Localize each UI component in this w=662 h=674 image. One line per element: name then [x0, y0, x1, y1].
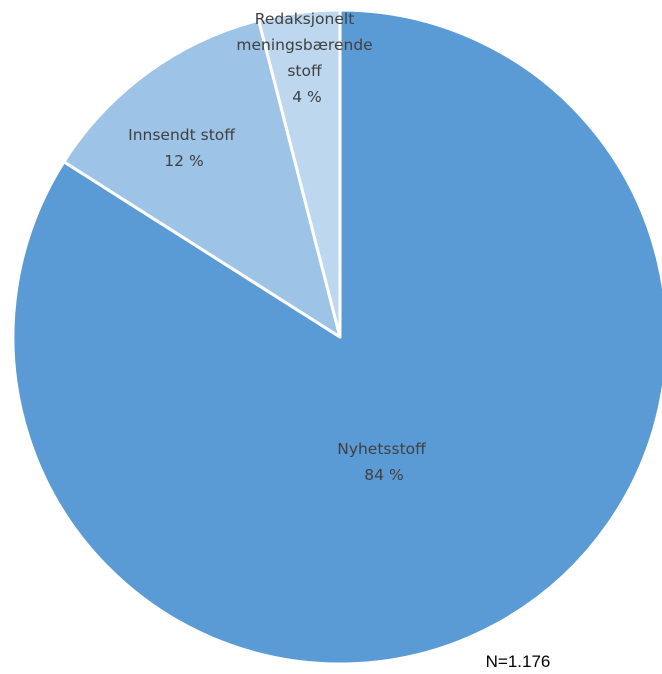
slice-label-nyhetsstoff: Nyhetsstoff 84 % [337, 440, 431, 484]
slice-value-nyhetsstoff: 84 % [364, 466, 403, 484]
slice-name-nyhetsstoff: Nyhetsstoff [337, 440, 426, 458]
slice-name-redaksjonelt-line2: meningsbærende [236, 36, 372, 54]
slice-name-redaksjonelt-line3: stoff [287, 62, 322, 80]
pie-slices [11, 8, 662, 666]
slice-name-innsendt-stoff: Innsendt stoff [128, 126, 235, 144]
slice-label-redaksjonelt: Redaksjonelt meningsbærende stoff 4 % [236, 10, 377, 106]
slice-value-innsendt-stoff: 12 % [164, 152, 203, 170]
slice-label-innsendt-stoff: Innsendt stoff 12 % [128, 126, 240, 170]
slice-value-redaksjonelt: 4 % [292, 88, 322, 106]
pie-slice-redaksjonelt-meningsbærende-stoff [257, 8, 342, 339]
sample-size-note: N=1.176 [486, 652, 551, 671]
pie-slice-innsendt-stoff [62, 18, 342, 339]
slice-name-redaksjonelt-line1: Redaksjonelt [255, 10, 355, 28]
